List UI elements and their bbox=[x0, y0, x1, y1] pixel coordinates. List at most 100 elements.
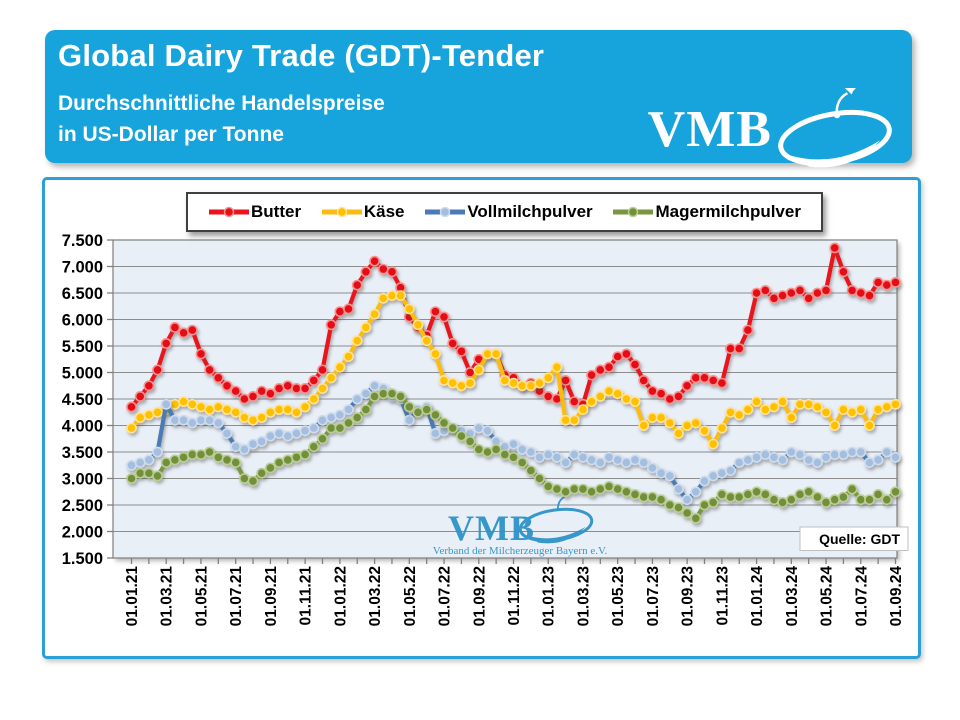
data-point bbox=[655, 467, 667, 479]
y-tick-label: 7.500 bbox=[62, 232, 103, 250]
data-point bbox=[742, 454, 754, 466]
data-point bbox=[160, 457, 172, 468]
data-point bbox=[178, 396, 189, 407]
data-point bbox=[803, 398, 815, 410]
data-point bbox=[655, 412, 667, 423]
data-point bbox=[516, 443, 528, 455]
data-point bbox=[525, 465, 537, 476]
data-point bbox=[594, 483, 606, 495]
data-point bbox=[890, 276, 901, 288]
y-tick-label: 4.000 bbox=[62, 418, 103, 436]
x-tick-label: 01.09.21 bbox=[263, 566, 280, 627]
data-point bbox=[681, 380, 693, 392]
data-point bbox=[360, 404, 372, 415]
data-point bbox=[152, 470, 163, 482]
data-point bbox=[838, 404, 849, 415]
data-point bbox=[369, 308, 380, 320]
y-tick-label: 6.500 bbox=[62, 285, 103, 303]
data-point bbox=[447, 377, 459, 389]
data-point bbox=[751, 451, 762, 463]
x-tick-label: 01.03.21 bbox=[159, 566, 176, 627]
x-tick-label: 01.01.22 bbox=[332, 566, 349, 626]
data-point bbox=[134, 467, 146, 479]
y-tick-label: 5.500 bbox=[62, 338, 103, 356]
data-point bbox=[777, 290, 788, 301]
data-point bbox=[681, 420, 693, 431]
data-point bbox=[568, 414, 580, 426]
data-point bbox=[647, 412, 658, 423]
data-point bbox=[881, 494, 893, 506]
data-point bbox=[742, 404, 754, 415]
data-point bbox=[794, 449, 806, 460]
x-tick-label: 01.03.23 bbox=[575, 566, 592, 627]
data-point bbox=[238, 412, 250, 423]
data-point bbox=[733, 491, 745, 503]
data-point bbox=[282, 430, 294, 442]
data-point bbox=[707, 470, 719, 482]
data-point bbox=[733, 457, 745, 468]
legend-label: Käse bbox=[363, 202, 405, 221]
data-point bbox=[881, 446, 893, 458]
data-point bbox=[230, 406, 242, 418]
data-point bbox=[785, 494, 797, 506]
data-point bbox=[759, 449, 771, 460]
legend-swatch-icon bbox=[209, 206, 249, 218]
data-point bbox=[560, 374, 571, 386]
data-point bbox=[212, 401, 224, 413]
data-point bbox=[429, 348, 441, 360]
data-point bbox=[169, 321, 181, 333]
data-point bbox=[134, 412, 146, 423]
data-point bbox=[264, 406, 276, 418]
data-point bbox=[785, 287, 797, 299]
data-point bbox=[134, 390, 146, 402]
data-point bbox=[699, 425, 710, 437]
data-point bbox=[881, 279, 893, 291]
data-point bbox=[360, 388, 372, 400]
data-point bbox=[733, 409, 745, 421]
legend-swatch-icon bbox=[613, 206, 654, 218]
data-point bbox=[838, 266, 849, 278]
data-point bbox=[890, 451, 901, 463]
data-point bbox=[455, 345, 467, 357]
y-tick-label: 1.500 bbox=[62, 550, 103, 568]
data-point bbox=[638, 457, 650, 468]
data-point bbox=[846, 483, 858, 495]
data-point bbox=[186, 324, 198, 336]
data-point bbox=[542, 480, 554, 492]
data-point bbox=[377, 263, 389, 275]
data-point bbox=[629, 454, 641, 466]
data-point bbox=[204, 414, 215, 426]
data-point bbox=[673, 390, 684, 402]
data-point bbox=[377, 292, 389, 304]
plot-border bbox=[112, 239, 898, 559]
source-box: Quelle: GDT bbox=[799, 526, 909, 551]
data-point bbox=[464, 377, 476, 389]
data-point bbox=[438, 417, 450, 429]
data-point bbox=[777, 454, 788, 466]
data-point bbox=[143, 454, 155, 466]
data-point bbox=[308, 422, 320, 434]
data-point bbox=[699, 372, 710, 384]
data-point bbox=[751, 396, 762, 407]
data-point bbox=[803, 454, 815, 466]
data-point bbox=[551, 483, 563, 495]
data-point bbox=[864, 420, 875, 431]
data-point bbox=[716, 377, 728, 389]
data-point bbox=[490, 443, 502, 455]
data-point bbox=[221, 454, 233, 466]
data-point bbox=[612, 483, 624, 495]
watermark-subtext: Verband der Milcherzeuger Bayern e.V. bbox=[433, 545, 608, 557]
data-point bbox=[308, 374, 320, 386]
data-point bbox=[186, 449, 198, 460]
data-point bbox=[872, 454, 884, 466]
data-point bbox=[160, 398, 172, 410]
y-tick-label: 3.000 bbox=[62, 471, 103, 489]
data-point bbox=[647, 462, 658, 474]
data-point bbox=[864, 457, 875, 468]
data-point bbox=[551, 451, 563, 463]
data-point bbox=[325, 372, 337, 384]
data-point bbox=[178, 451, 189, 463]
data-point bbox=[221, 427, 233, 439]
data-point bbox=[768, 451, 780, 463]
